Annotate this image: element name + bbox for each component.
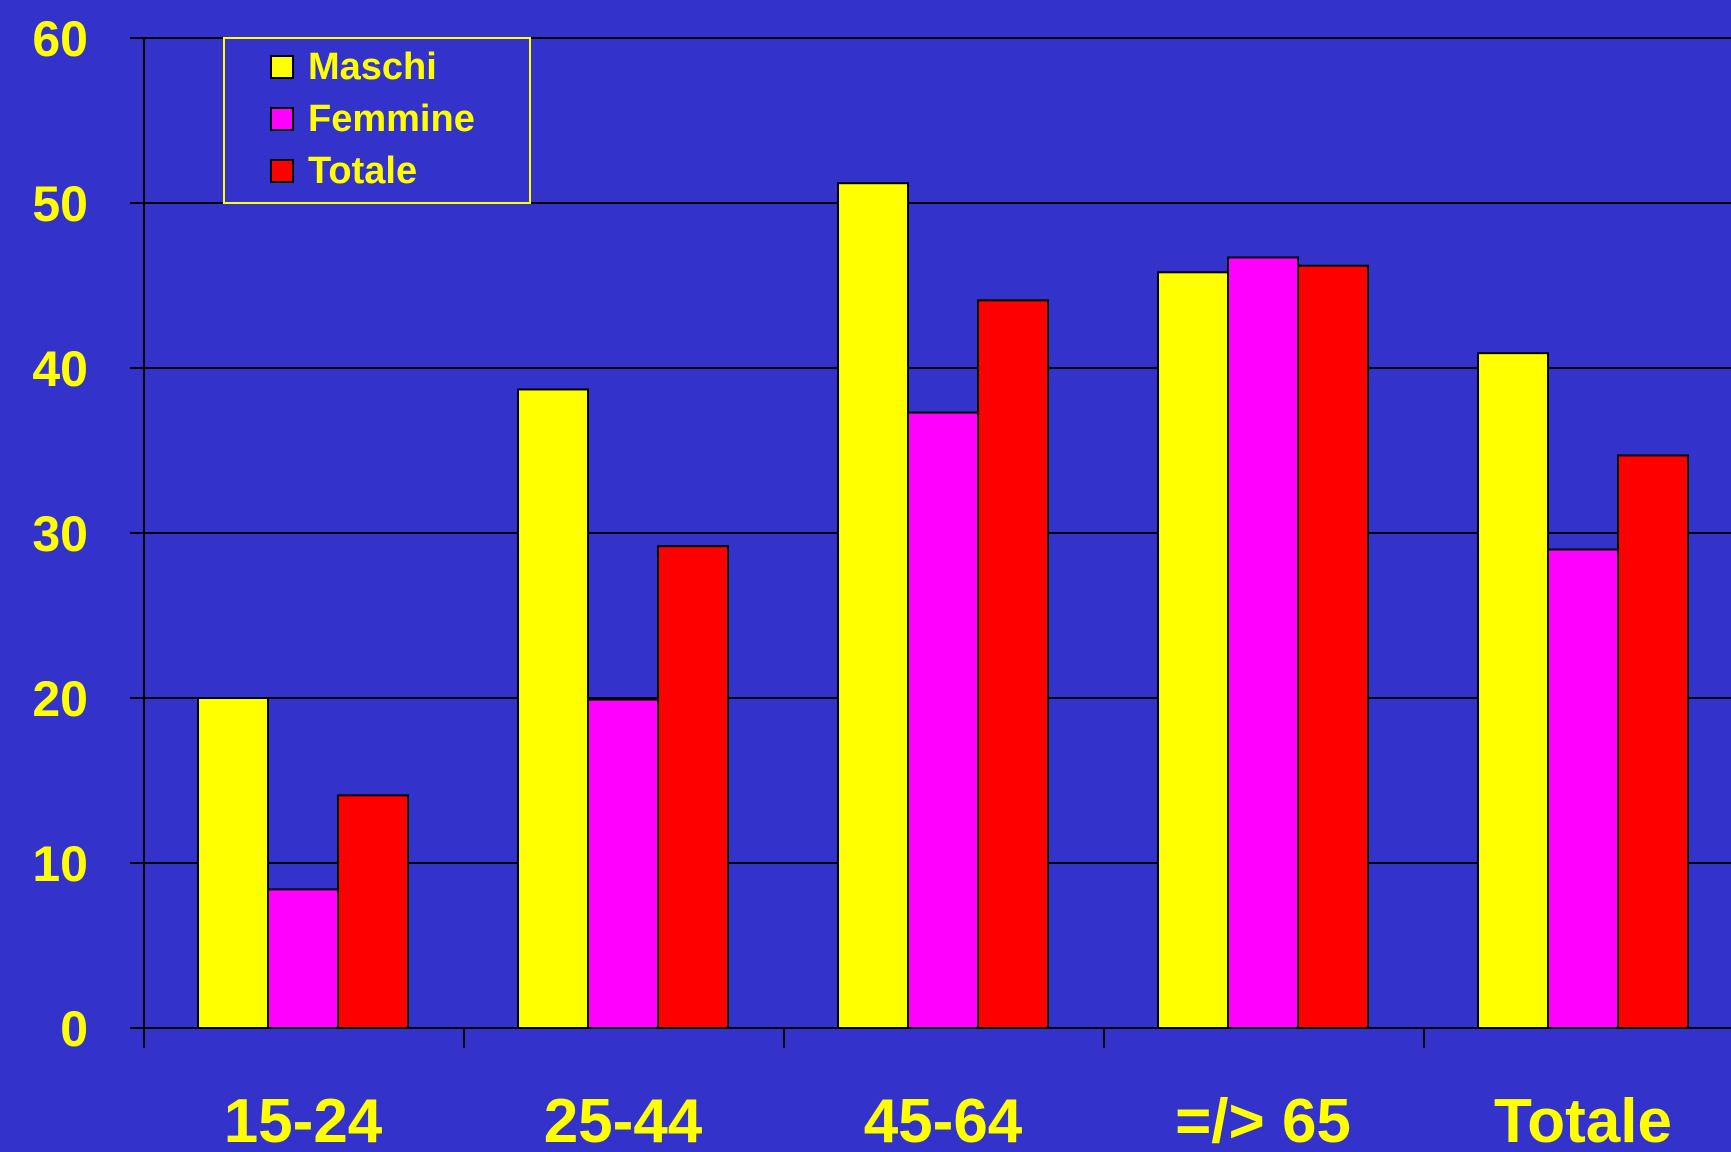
bar-maschi-4 (1157, 271, 1229, 1029)
y-tick-label: 0 (60, 1001, 88, 1057)
y-tick-labels: 0 10 20 30 40 50 60 (32, 11, 88, 1057)
y-tick-label: 50 (32, 176, 88, 232)
x-tick-labels: 15-24 25-44 45-64 =/> 65 Totale (224, 1087, 1672, 1152)
legend-swatch (270, 55, 294, 79)
bar-maschi-2 (517, 388, 589, 1029)
bar-totale-1 (337, 794, 409, 1029)
bar-femmine-2 (587, 698, 659, 1030)
bar-maschi-5 (1477, 352, 1549, 1029)
x-tick-label: Totale (1494, 1087, 1672, 1152)
bar-totale-2 (657, 545, 729, 1029)
y-tick-label: 20 (32, 671, 88, 727)
bar-femmine-3 (907, 411, 979, 1029)
bar-maschi-3 (837, 182, 909, 1029)
x-tick-label: 25-44 (544, 1087, 703, 1152)
bar-totale-5 (1617, 454, 1689, 1029)
y-tick-label: 10 (32, 836, 88, 892)
legend-label: Totale (308, 150, 417, 192)
bar-femmine-4 (1227, 256, 1299, 1029)
legend: Maschi Femmine Totale (223, 37, 531, 204)
bar-femmine-1 (267, 888, 339, 1030)
axes (130, 37, 1731, 1048)
y-tick-label: 30 (32, 506, 88, 562)
x-tick-label: 15-24 (224, 1087, 383, 1152)
legend-label: Femmine (308, 98, 475, 140)
bars (197, 182, 1689, 1030)
bar-totale-4 (1297, 264, 1369, 1029)
bar-totale-3 (977, 299, 1049, 1030)
legend-label: Maschi (308, 46, 437, 88)
x-tick-label: 45-64 (864, 1087, 1023, 1152)
y-tick-label: 40 (32, 341, 88, 397)
bar-maschi-1 (197, 697, 269, 1029)
legend-swatch (270, 159, 294, 183)
bar-femmine-5 (1547, 548, 1619, 1029)
x-tick-label: =/> 65 (1175, 1087, 1351, 1152)
legend-swatch (270, 107, 294, 131)
y-tick-label: 60 (32, 11, 88, 67)
